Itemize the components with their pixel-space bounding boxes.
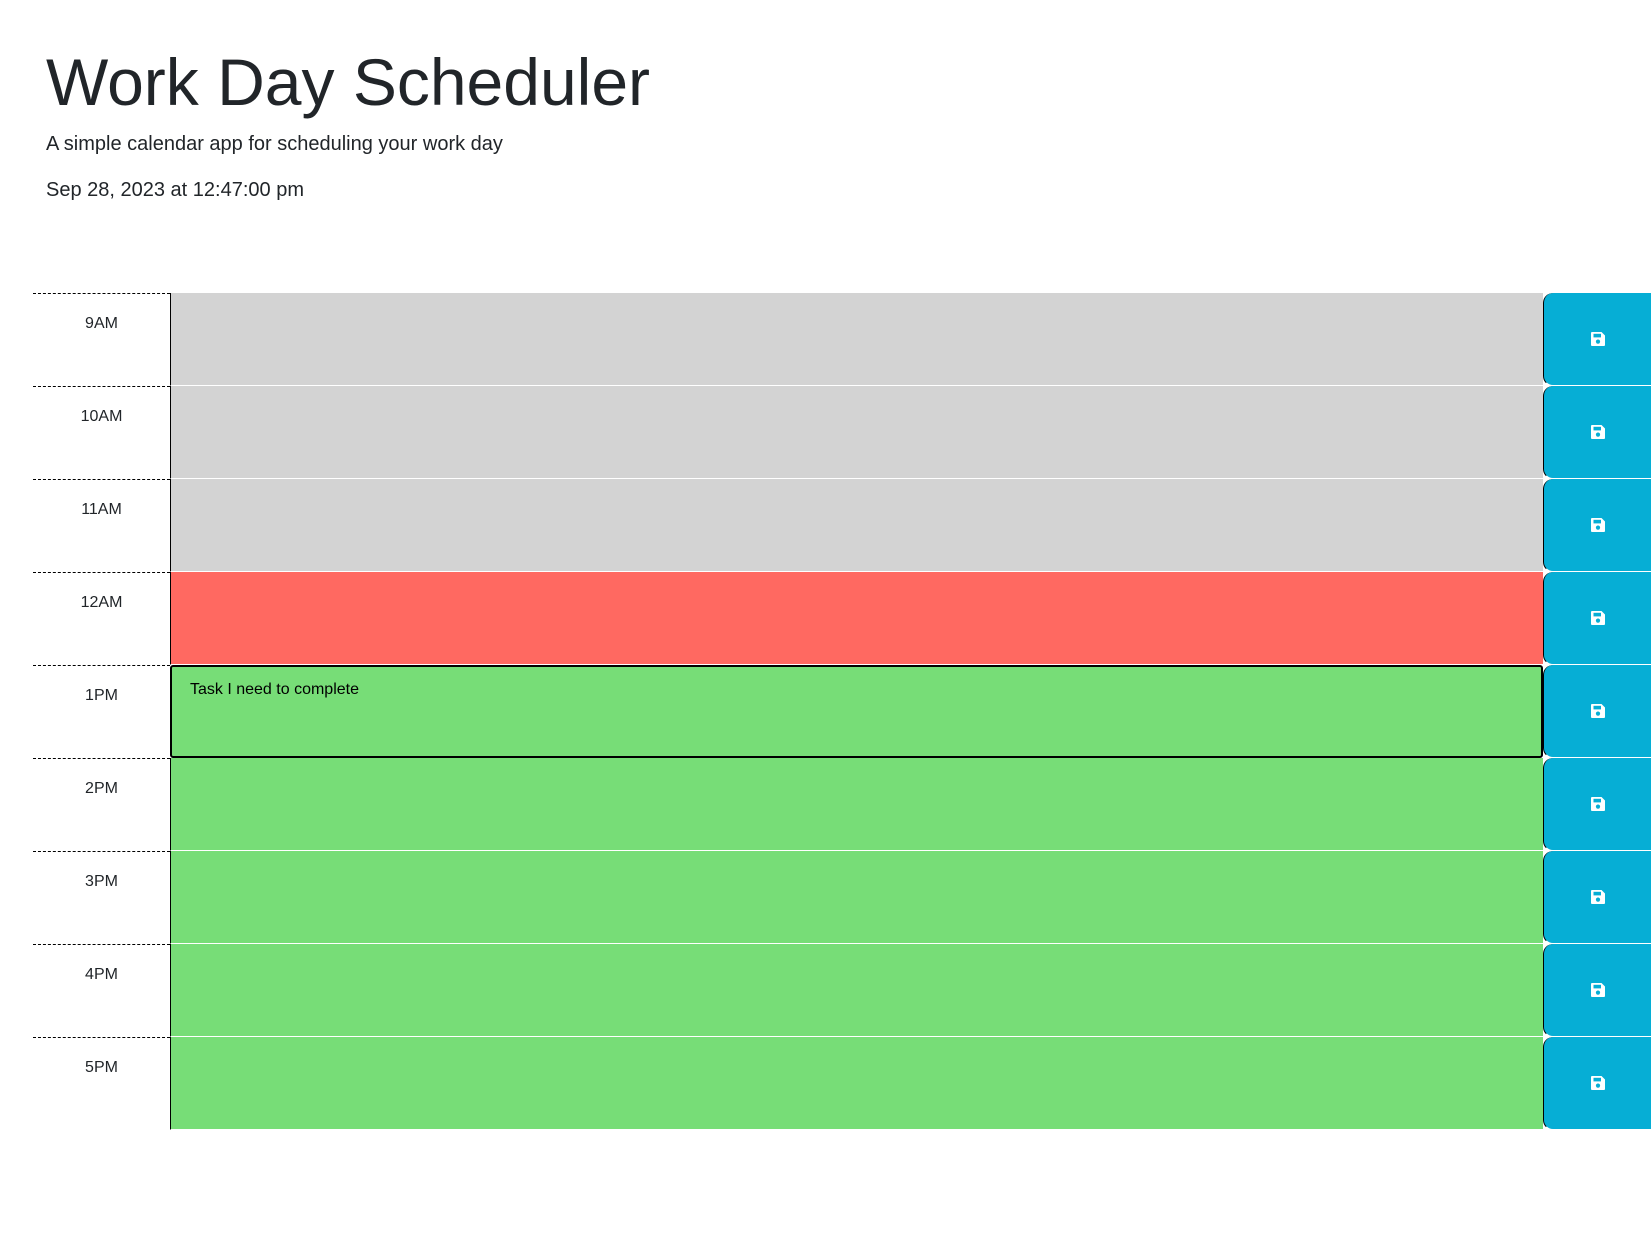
page-title: Work Day Scheduler <box>46 45 651 119</box>
task-input-2pm[interactable] <box>170 758 1543 851</box>
save-button-3pm[interactable] <box>1543 851 1651 944</box>
task-input-4pm[interactable] <box>170 944 1543 1037</box>
time-block-9am: 9AM <box>0 293 1651 386</box>
floppy-disk-icon <box>1590 1075 1606 1091</box>
save-button-10am[interactable] <box>1543 386 1651 479</box>
task-input-9am[interactable] <box>170 293 1543 386</box>
time-block-1pm: 1PM <box>0 665 1651 758</box>
save-button-9am[interactable] <box>1543 293 1651 386</box>
task-input-3pm[interactable] <box>170 851 1543 944</box>
hour-label: 11AM <box>33 479 170 572</box>
task-input-11am[interactable] <box>170 479 1543 572</box>
time-block-12am: 12AM <box>0 572 1651 665</box>
save-button-5pm[interactable] <box>1543 1037 1651 1130</box>
hour-label: 4PM <box>33 944 170 1037</box>
save-button-4pm[interactable] <box>1543 944 1651 1037</box>
floppy-disk-icon <box>1590 610 1606 626</box>
time-block-2pm: 2PM <box>0 758 1651 851</box>
hour-label: 3PM <box>33 851 170 944</box>
save-button-11am[interactable] <box>1543 479 1651 572</box>
task-input-10am[interactable] <box>170 386 1543 479</box>
hour-label: 10AM <box>33 386 170 479</box>
hour-label: 9AM <box>33 293 170 386</box>
hour-label: 12AM <box>33 572 170 665</box>
floppy-disk-icon <box>1590 796 1606 812</box>
task-input-12am[interactable] <box>170 572 1543 665</box>
page-subtitle: A simple calendar app for scheduling you… <box>46 133 503 155</box>
save-button-1pm[interactable] <box>1543 665 1651 758</box>
task-input-1pm[interactable] <box>170 665 1543 758</box>
hour-label: 5PM <box>33 1037 170 1130</box>
time-block-4pm: 4PM <box>0 944 1651 1037</box>
floppy-disk-icon <box>1590 982 1606 998</box>
floppy-disk-icon <box>1590 424 1606 440</box>
save-button-2pm[interactable] <box>1543 758 1651 851</box>
save-button-12am[interactable] <box>1543 572 1651 665</box>
schedule-container: 9AM 10AM 11AM <box>0 293 1651 1130</box>
time-block-3pm: 3PM <box>0 851 1651 944</box>
hour-label: 2PM <box>33 758 170 851</box>
floppy-disk-icon <box>1590 889 1606 905</box>
time-block-11am: 11AM <box>0 479 1651 572</box>
current-datetime: Sep 28, 2023 at 12:47:00 pm <box>46 179 304 201</box>
floppy-disk-icon <box>1590 331 1606 347</box>
hour-label: 1PM <box>33 665 170 758</box>
floppy-disk-icon <box>1590 517 1606 533</box>
page-header: Work Day Scheduler A simple calendar app… <box>46 44 650 202</box>
task-input-5pm[interactable] <box>170 1037 1543 1130</box>
floppy-disk-icon <box>1590 703 1606 719</box>
time-block-10am: 10AM <box>0 386 1651 479</box>
time-block-5pm: 5PM <box>0 1037 1651 1130</box>
